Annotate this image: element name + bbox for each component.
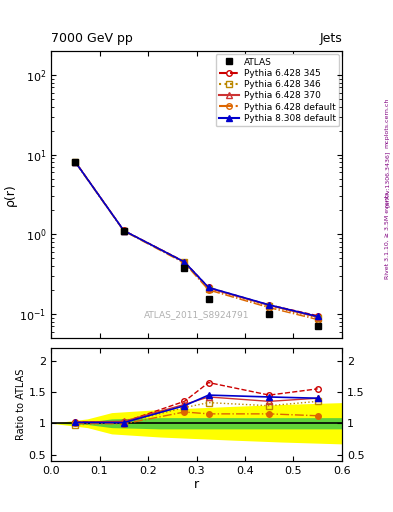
- Y-axis label: ρ(r): ρ(r): [4, 183, 17, 206]
- X-axis label: r: r: [194, 478, 199, 492]
- Text: Rivet 3.1.10, ≥ 3.5M events: Rivet 3.1.10, ≥ 3.5M events: [385, 192, 390, 279]
- Text: Jets: Jets: [319, 32, 342, 46]
- Y-axis label: Ratio to ATLAS: Ratio to ATLAS: [16, 369, 26, 440]
- Text: [arXiv:1306.3436]: [arXiv:1306.3436]: [385, 151, 390, 207]
- Legend: ATLAS, Pythia 6.428 345, Pythia 6.428 346, Pythia 6.428 370, Pythia 6.428 defaul: ATLAS, Pythia 6.428 345, Pythia 6.428 34…: [216, 54, 339, 126]
- Text: 7000 GeV pp: 7000 GeV pp: [51, 32, 133, 46]
- Text: ATLAS_2011_S8924791: ATLAS_2011_S8924791: [144, 310, 249, 319]
- Text: mcplots.cern.ch: mcplots.cern.ch: [385, 98, 390, 148]
